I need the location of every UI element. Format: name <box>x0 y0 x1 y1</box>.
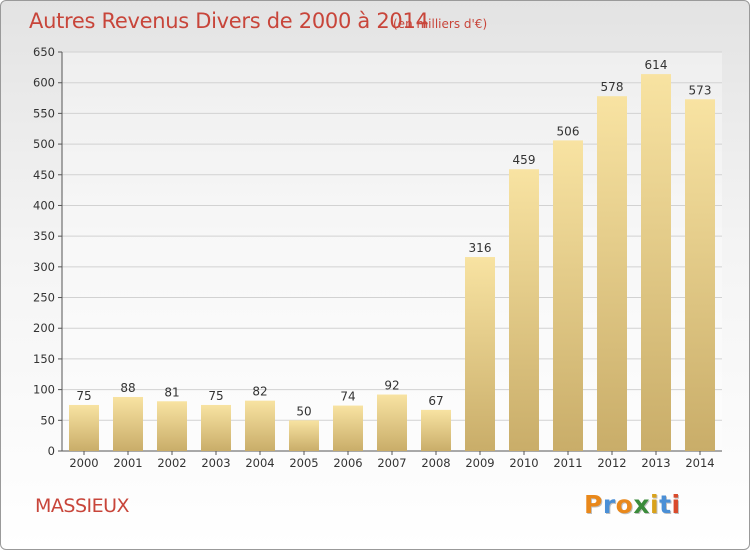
commune-name: MASSIEUX <box>35 495 130 517</box>
bar-2008 <box>421 409 451 451</box>
x-tick-label: 2005 <box>289 456 318 470</box>
data-label: 82 <box>252 385 267 399</box>
data-label: 74 <box>340 390 355 404</box>
y-tick-label: 50 <box>40 413 55 427</box>
bar-2000 <box>69 404 99 451</box>
x-tick-label: 2000 <box>69 456 98 470</box>
data-label: 573 <box>689 83 712 97</box>
x-tick-label: 2002 <box>157 456 186 470</box>
data-label: 316 <box>469 241 492 255</box>
x-tick-label: 2010 <box>509 456 538 470</box>
bar-2009 <box>465 257 495 451</box>
x-tick-label: 2007 <box>377 456 406 470</box>
y-tick-label: 150 <box>33 352 55 366</box>
data-label: 75 <box>208 389 223 403</box>
x-tick-label: 2011 <box>553 456 582 470</box>
bar-2003 <box>201 404 231 451</box>
chart-subtitle: (en milliers d'€) <box>393 17 488 31</box>
brand-logo: Proxiti <box>584 490 681 519</box>
x-tick-label: 2013 <box>641 456 670 470</box>
bar-2001 <box>113 396 143 451</box>
x-tick-label: 2004 <box>245 456 274 470</box>
data-label: 506 <box>557 124 580 138</box>
data-label: 67 <box>428 394 443 408</box>
bar-2002 <box>157 401 187 451</box>
data-label: 578 <box>601 80 624 94</box>
bar-2004 <box>245 400 275 451</box>
y-tick-label: 200 <box>33 321 55 335</box>
x-tick-label: 2003 <box>201 456 230 470</box>
bar-2011 <box>553 140 583 451</box>
bar-2012 <box>597 96 627 451</box>
x-tick-label: 2001 <box>113 456 142 470</box>
y-tick-label: 650 <box>33 45 55 59</box>
x-tick-label: 2009 <box>465 456 494 470</box>
bar-2005 <box>289 420 319 451</box>
x-tick-label: 2014 <box>685 456 714 470</box>
y-tick-label: 500 <box>33 137 55 151</box>
data-label: 92 <box>384 379 399 393</box>
y-tick-label: 0 <box>48 444 55 458</box>
y-tick-label: 250 <box>33 291 55 305</box>
data-label: 75 <box>76 389 91 403</box>
y-tick-label: 300 <box>33 260 55 274</box>
x-tick-label: 2012 <box>597 456 626 470</box>
bar-2007 <box>377 394 407 451</box>
bar-2006 <box>333 405 363 451</box>
y-tick-label: 600 <box>33 76 55 90</box>
data-label: 459 <box>513 153 536 167</box>
bar-2013 <box>641 74 671 452</box>
bar-2014 <box>685 99 715 452</box>
bar-2010 <box>509 169 539 451</box>
data-label: 81 <box>164 385 179 399</box>
y-tick-label: 450 <box>33 168 55 182</box>
y-tick-label: 550 <box>33 106 55 120</box>
data-label: 614 <box>645 58 668 72</box>
y-tick-label: 400 <box>33 198 55 212</box>
y-tick-label: 100 <box>33 383 55 397</box>
data-label: 88 <box>120 381 135 395</box>
chart-title: Autres Revenus Divers de 2000 à 2014 <box>29 9 429 33</box>
x-tick-label: 2006 <box>333 456 362 470</box>
data-label: 50 <box>296 404 311 418</box>
y-tick-label: 350 <box>33 229 55 243</box>
x-tick-label: 2008 <box>421 456 450 470</box>
